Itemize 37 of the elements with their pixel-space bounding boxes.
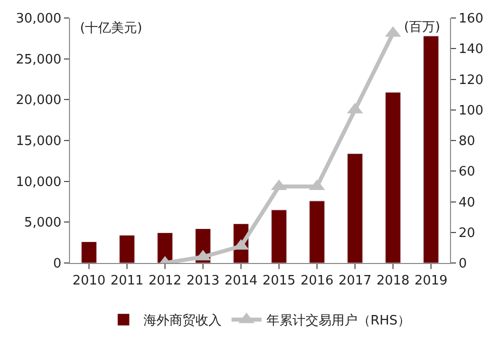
x-tick-label: 2014 <box>224 274 258 289</box>
y2-tick-label: 120 <box>458 72 484 88</box>
x-tick-label: 2015 <box>262 274 296 289</box>
y-tick-label: 30,000 <box>16 12 62 27</box>
x-tick-label: 2017 <box>338 274 372 289</box>
bar <box>119 234 135 263</box>
bar <box>423 36 439 263</box>
y2-tick-label: 0 <box>458 256 467 272</box>
x-tick-label: 2011 <box>110 274 144 289</box>
y-tick-label: 20,000 <box>16 93 62 108</box>
y-tick-label: 0 <box>53 256 62 272</box>
y-tick-label: 5,000 <box>24 216 62 231</box>
y-tick-label: 25,000 <box>16 52 62 68</box>
y-tick-label: 10,000 <box>16 174 62 190</box>
x-tick-label: 2019 <box>414 274 448 289</box>
bar <box>271 210 287 263</box>
annotation: (十亿美元) <box>80 20 142 36</box>
y2-tick-label: 60 <box>458 164 476 180</box>
x-tick-label: 2012 <box>148 274 182 289</box>
bar <box>81 242 97 263</box>
x-tick-label: 2016 <box>300 274 334 289</box>
legend-label: 年累计交易用户（RHS） <box>266 312 411 329</box>
y2-tick-label: 140 <box>458 42 484 58</box>
y2-tick-label: 20 <box>458 226 476 241</box>
y2-tick-label: 80 <box>458 134 476 150</box>
y-tick-label: 15,000 <box>16 134 62 150</box>
x-tick-label: 2013 <box>186 274 220 289</box>
x-tick-label: 2010 <box>72 274 106 289</box>
x-tick-label: 2018 <box>376 274 410 289</box>
bar <box>347 153 363 263</box>
legend-label: 海外商贸收入 <box>144 314 222 329</box>
bar <box>309 200 325 263</box>
annotation: (百万) <box>404 20 440 35</box>
y2-tick-label: 160 <box>458 12 484 27</box>
y2-tick-label: 40 <box>458 195 476 210</box>
bar <box>385 92 401 263</box>
y2-tick-label: 100 <box>458 103 484 118</box>
